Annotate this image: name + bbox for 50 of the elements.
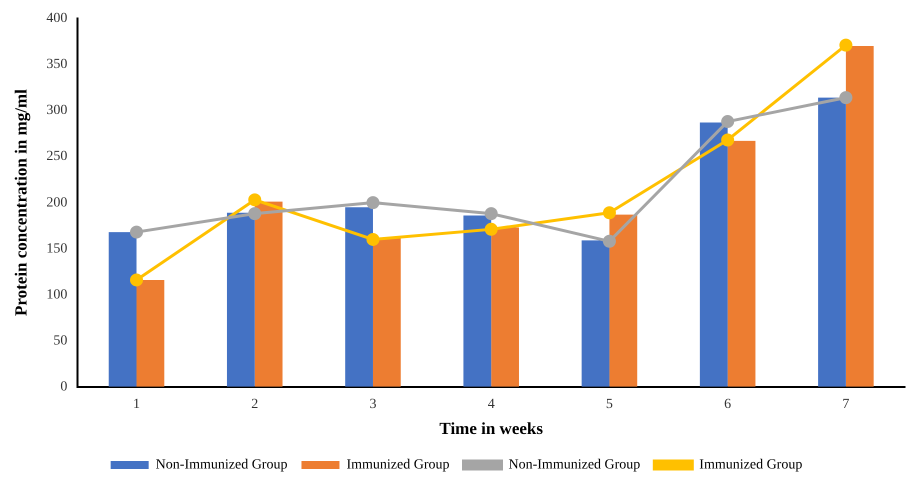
point <box>366 196 380 210</box>
point <box>130 273 144 286</box>
y-tick-label: 100 <box>46 287 68 302</box>
x-tick-label: 6 <box>724 396 732 412</box>
bar <box>728 140 756 387</box>
y-tick-label: 400 <box>46 11 68 26</box>
bar <box>582 240 610 387</box>
y-tick-label: 350 <box>46 57 68 72</box>
x-axis-title: Time in weeks <box>439 419 544 438</box>
x-tick-label: 7 <box>842 396 850 412</box>
legend-label: Immunized Group <box>346 458 450 473</box>
legend-label: Non-Immunized Group <box>508 458 640 473</box>
y-tick-label: 200 <box>46 195 68 210</box>
bar <box>846 46 874 387</box>
y-tick-label: 300 <box>46 103 68 118</box>
legend-label: Non-Immunized Group <box>156 458 288 473</box>
x-tick-label: 4 <box>488 396 495 412</box>
bar <box>254 202 283 387</box>
y-tick-label: 150 <box>46 241 68 256</box>
point <box>248 193 262 206</box>
legend-label: Immunized Group <box>699 458 802 473</box>
bar <box>700 122 728 387</box>
x-tick-label: 5 <box>606 396 613 412</box>
point <box>248 207 262 220</box>
y-tick-label: 0 <box>60 379 68 394</box>
bar <box>345 207 373 387</box>
point <box>484 222 498 236</box>
point <box>602 234 616 248</box>
point <box>839 38 852 52</box>
point <box>366 232 380 246</box>
point <box>721 133 734 146</box>
x-tick-label: 2 <box>251 396 258 412</box>
bar <box>463 215 492 387</box>
bar <box>609 214 638 387</box>
y-axis-title: Protein concentration in mg/ml <box>12 88 31 316</box>
point <box>484 207 498 220</box>
bar <box>491 227 519 387</box>
point <box>721 115 734 128</box>
x-tick-label: 3 <box>369 396 376 412</box>
point <box>130 226 144 239</box>
bar <box>372 238 401 387</box>
x-tick-label: 1 <box>133 396 140 412</box>
bar <box>818 98 846 387</box>
y-tick-label: 50 <box>53 333 68 348</box>
bar <box>136 280 164 387</box>
bar <box>226 212 255 387</box>
y-tick-label: 250 <box>46 149 68 164</box>
bar <box>108 232 137 387</box>
point <box>839 91 852 104</box>
point <box>602 206 616 220</box>
